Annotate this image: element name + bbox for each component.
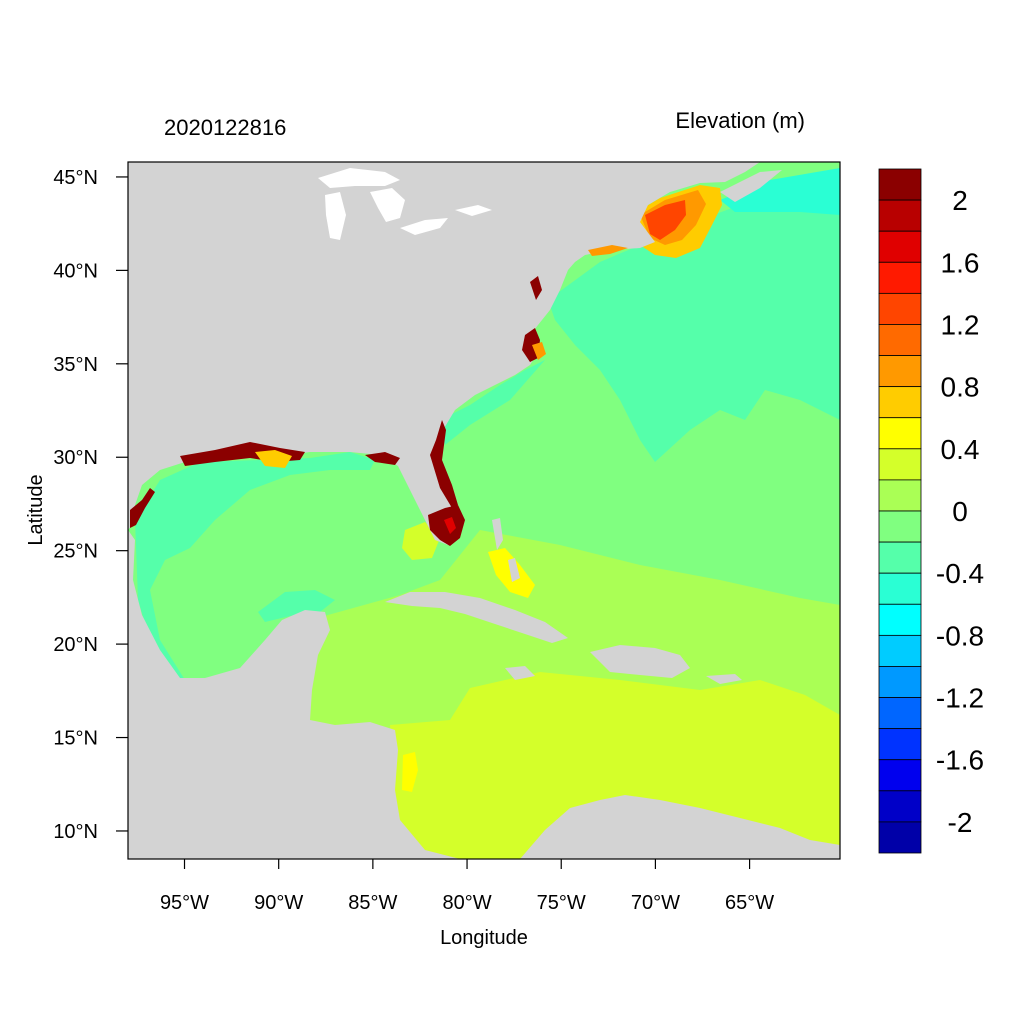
colorbar (878, 168, 922, 854)
atlantic-negative-zone (548, 175, 840, 462)
colorbar-swatch (878, 728, 922, 761)
bahamas-andros-land (492, 518, 503, 550)
lake-michigan (325, 192, 346, 240)
south-america-land (520, 795, 840, 859)
y-tick-label: 35°N (53, 354, 98, 376)
y-tick-label: 30°N (53, 447, 98, 469)
colorbar-swatch (878, 666, 922, 698)
colorbar-swatch (878, 324, 922, 356)
texas-coast-inundation (130, 488, 155, 528)
atlantic-far-northeast (720, 168, 840, 215)
colorbar-swatch (878, 292, 922, 325)
colorbar-swatch (878, 355, 922, 388)
long-island-sound-surge (588, 245, 628, 256)
x-tick-label: 75°W (537, 892, 586, 914)
louisiana-surge (255, 450, 292, 468)
colorbar-swatch (878, 479, 922, 512)
colorbar-swatch (878, 510, 922, 543)
colorbar-swatch (878, 199, 922, 232)
x-tick-label: 65°W (725, 892, 774, 914)
x-tick-label: 70°W (631, 892, 680, 914)
colorbar-label: -1.2 (936, 683, 984, 714)
colorbar-label: 0.8 (941, 372, 980, 403)
colorbar-swatch (878, 168, 922, 201)
date-title: 2020122816 (164, 115, 286, 140)
south-florida-inner (444, 517, 456, 534)
puerto-rico-land (706, 674, 742, 684)
nova-scotia-land (720, 170, 782, 202)
gulf-of-maine-surge-peak (645, 200, 686, 240)
map-plot (128, 162, 840, 859)
colorbar-swatch (878, 697, 922, 730)
colorbar-swatch (878, 759, 922, 792)
lake-ontario (455, 205, 492, 216)
y-axis-ticks: 45°N 40°N 35°N 30°N 25°N 20°N 15°N 10°N (53, 167, 128, 843)
florida-east-coast-inundation (430, 420, 458, 508)
colorbar-swatch (878, 790, 922, 823)
x-tick-label: 95°W (160, 892, 209, 914)
colorbar-label: 1.2 (941, 309, 980, 340)
colorbar-label: -0.4 (936, 558, 984, 589)
y-tick-label: 45°N (53, 167, 98, 189)
y-tick-label: 40°N (53, 260, 98, 282)
colorbar-swatch (878, 541, 922, 574)
colorbar-swatch (878, 448, 922, 481)
coastal-carolina-zone (440, 360, 545, 445)
y-tick-label: 15°N (53, 728, 98, 750)
mexico-land (128, 530, 460, 859)
variable-title: Elevation (m) (675, 108, 805, 133)
y-axis-label: Latitude (25, 474, 47, 545)
jamaica-land (505, 666, 535, 680)
colorbar-label: 2 (952, 185, 968, 216)
lake-huron (370, 188, 405, 222)
caribbean-high-zone (390, 672, 840, 859)
colorbar-label: 0.4 (941, 434, 980, 465)
x-tick-label: 85°W (348, 892, 397, 914)
colorbar-swatch (878, 386, 922, 419)
hispaniola-land (590, 645, 690, 678)
colorbar-swatch (878, 572, 922, 605)
lake-erie (400, 218, 448, 235)
colorbar-label: -2 (948, 807, 973, 838)
colorbar-labels: 2 1.6 1.2 0.8 0.4 0 -0.4 -0.8 -1.2 -1.6 -2 (936, 185, 984, 838)
y-tick-label: 20°N (53, 634, 98, 656)
colorbar-label: 0 (952, 496, 968, 527)
x-axis-ticks: 95°W 90°W 85°W 80°W 75°W 70°W 65°W (160, 859, 774, 914)
x-tick-label: 80°W (442, 892, 491, 914)
colorbar-swatch (878, 634, 922, 667)
colorbar-swatch (878, 603, 922, 636)
colorbar-swatch (878, 261, 922, 294)
x-axis-label: Longitude (440, 927, 528, 949)
colorbar-swatch (878, 417, 922, 450)
y-tick-label: 10°N (53, 821, 98, 843)
plot-frame (127, 161, 841, 860)
chesapeake-inundation (530, 276, 542, 300)
x-tick-label: 90°W (254, 892, 303, 914)
yucatan-negative-patch (258, 590, 335, 622)
colorbar-label: -1.6 (936, 745, 984, 776)
colorbar-swatch (878, 230, 922, 263)
pamlico-sound-surge (532, 342, 546, 360)
nicaragua-yellow-patch (402, 752, 418, 792)
colorbar-label: -0.8 (936, 620, 984, 651)
gulf-negative-zone (135, 452, 375, 680)
colorbar-swatch (878, 821, 922, 854)
lake-superior (318, 168, 400, 188)
florida-shelf-yellow (402, 522, 440, 560)
bahamas-eleuthera-land (508, 558, 520, 582)
cuba-land (385, 592, 568, 643)
colorbar-label: 1.6 (941, 247, 980, 278)
florida-bend-inundation (365, 452, 400, 465)
y-tick-label: 25°N (53, 541, 98, 563)
